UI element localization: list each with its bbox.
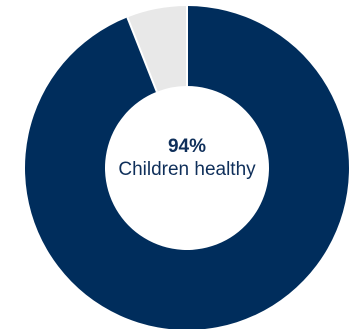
center-value: 94% — [167, 136, 207, 157]
slice-divider-1 — [126, 17, 158, 93]
slice-remainder — [127, 6, 187, 92]
donut-center-label: 94% Children healthy — [0, 136, 360, 182]
center-text: Children healthy — [118, 158, 256, 180]
slice-children-healthy — [25, 6, 349, 329]
